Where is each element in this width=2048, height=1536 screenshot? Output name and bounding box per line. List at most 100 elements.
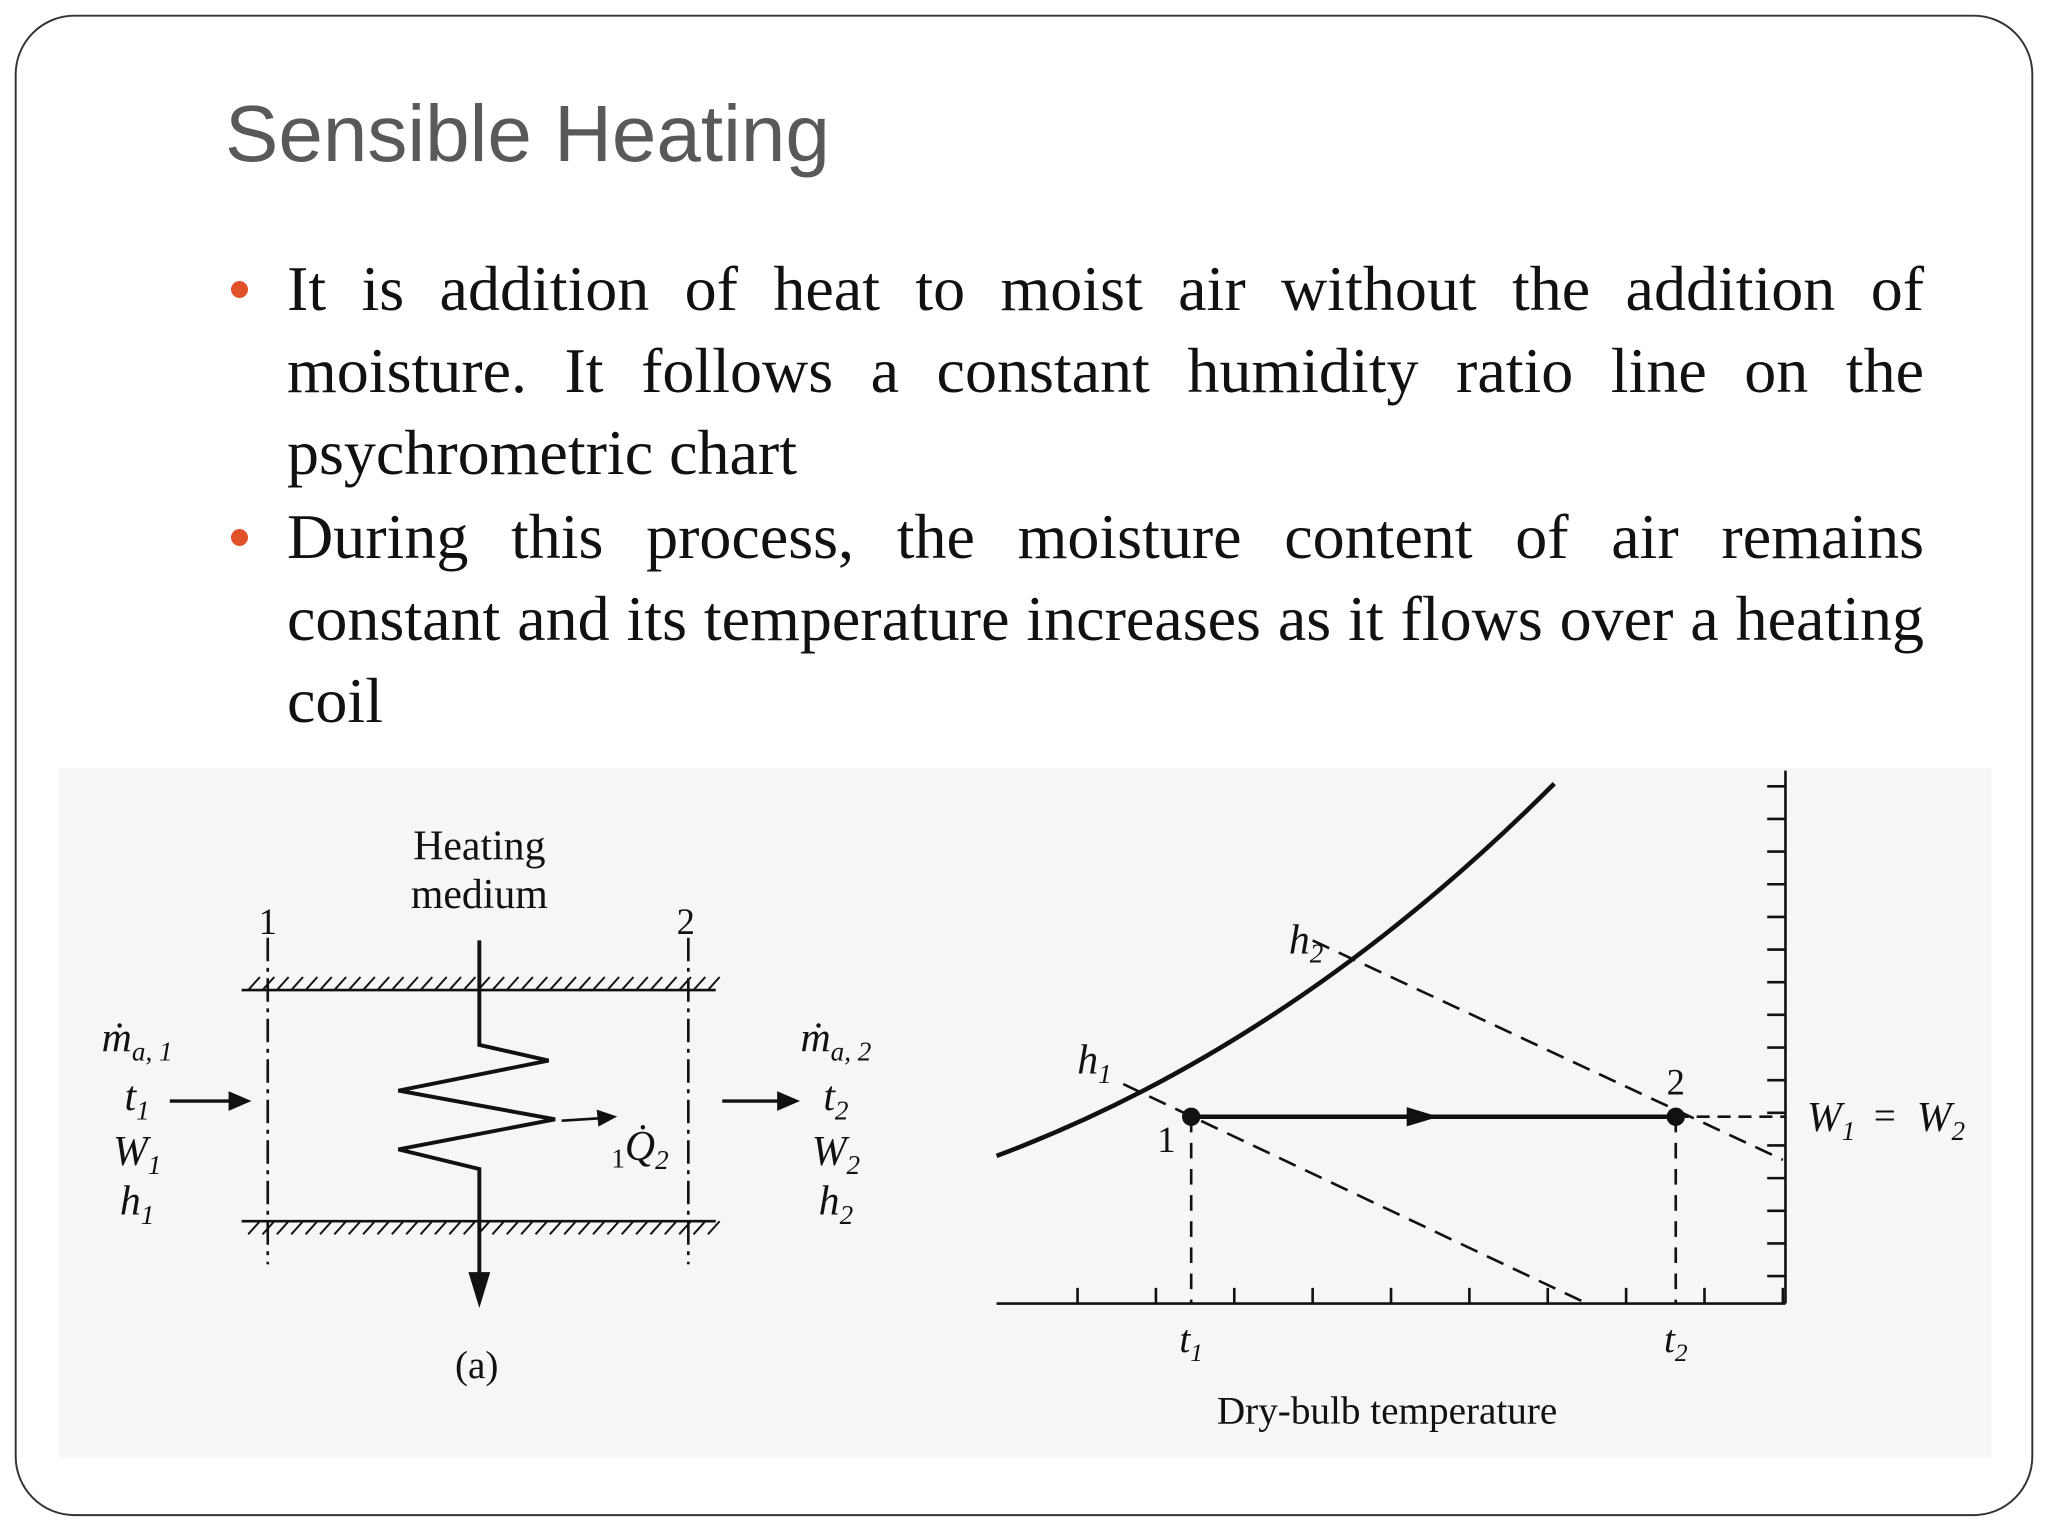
- hatch: [290, 1220, 304, 1235]
- hatch: [348, 1220, 362, 1235]
- symbol-base: W: [1917, 1095, 1955, 1141]
- slide-title: Sensible Heating: [225, 89, 830, 178]
- hatch: [261, 976, 276, 991]
- hatch: [649, 1220, 663, 1235]
- hatch: [419, 1220, 434, 1235]
- symbol-base: t: [125, 1074, 138, 1120]
- symbol-label: t1: [125, 1074, 150, 1125]
- figure-background: [58, 768, 1992, 1458]
- hatch: [592, 976, 606, 991]
- hatch: [276, 976, 290, 991]
- hatch: [376, 976, 390, 991]
- label: 1: [259, 901, 277, 942]
- hatch: [477, 1220, 491, 1235]
- hatch: [649, 976, 663, 991]
- hatch: [319, 976, 333, 991]
- symbol-subscript: 2: [840, 1200, 854, 1230]
- symbol-label: t2: [1664, 1318, 1688, 1367]
- symbol-base: t: [1179, 1318, 1191, 1361]
- hatch: [462, 1220, 477, 1235]
- symbol-base: t: [1664, 1318, 1676, 1361]
- bullet: During this process, the moisture conten…: [231, 496, 1924, 742]
- hatch: [692, 976, 707, 991]
- hatch: [261, 1220, 276, 1235]
- hatch: [276, 1220, 290, 1235]
- hatch: [549, 976, 563, 991]
- hatch: [304, 976, 319, 991]
- hatch: [419, 976, 434, 991]
- hatch: [620, 976, 635, 991]
- symbol-label: h2: [1289, 917, 1323, 968]
- hatch: [520, 976, 534, 991]
- diagram-b-lines: [995, 770, 1787, 1305]
- hatch: [362, 1220, 376, 1235]
- symbol-label: h2: [819, 1179, 853, 1230]
- symbol-subscript: 1: [141, 1200, 155, 1230]
- hatch: [333, 976, 347, 991]
- symbol-label: ṁa, 2: [800, 1015, 871, 1066]
- symbol-subscript: 2: [847, 1150, 861, 1180]
- label: 2: [1667, 1062, 1685, 1103]
- hatch: [692, 1220, 707, 1235]
- symbol-subscript: a, 2: [831, 1037, 872, 1067]
- hatch: [577, 1220, 592, 1235]
- symbol-subscript: 1: [136, 1095, 150, 1125]
- symbol-base: h: [1289, 917, 1310, 963]
- hatch: [563, 1220, 577, 1235]
- symbol-base: t: [823, 1074, 836, 1120]
- hatch: [477, 976, 491, 991]
- hatch: [678, 1220, 692, 1235]
- hatch: [448, 976, 462, 991]
- symbol-label: W1: [113, 1129, 161, 1180]
- hatch: [491, 1220, 505, 1235]
- symbol-subscript: a, 1: [132, 1037, 173, 1067]
- symbol-subscript: 1: [1098, 1059, 1112, 1089]
- symbol-label: ṁa, 1: [102, 1015, 173, 1066]
- symbol-base: h: [120, 1179, 141, 1225]
- symbol-base: W: [113, 1129, 151, 1175]
- hatch: [405, 1220, 419, 1235]
- symbol-subscript: 1: [1842, 1116, 1856, 1146]
- hatch: [391, 1220, 405, 1235]
- hatch: [664, 1220, 678, 1235]
- hatch: [434, 976, 448, 991]
- symbol-label: 1Q̇2: [611, 1124, 668, 1175]
- hatch: [577, 976, 592, 991]
- hatch: [520, 1220, 534, 1235]
- hatch: [491, 976, 505, 991]
- symbol-base: h: [1077, 1038, 1098, 1084]
- prefix-subscript: 1: [611, 1144, 625, 1174]
- hatch: [333, 1220, 347, 1235]
- symbol-base: ṁ: [102, 1015, 132, 1061]
- label: =: [1874, 1094, 1896, 1137]
- hatch: [635, 976, 649, 991]
- symbol-base: Q̇: [625, 1124, 655, 1170]
- label: 1: [1157, 1119, 1175, 1160]
- hatch: [462, 976, 477, 991]
- symbol-subscript: 1: [148, 1150, 162, 1180]
- hatch: [620, 1220, 635, 1235]
- symbol-subscript: 1: [1190, 1338, 1203, 1367]
- label: Dry-bulb temperature: [1217, 1390, 1557, 1433]
- hatch: [707, 1220, 721, 1235]
- hatch: [506, 976, 520, 991]
- hatch: [534, 976, 548, 991]
- symbol-base: W: [1807, 1095, 1845, 1141]
- hatch: [592, 1220, 606, 1235]
- hatch: [664, 976, 678, 991]
- symbol-subscript: 2: [655, 1145, 669, 1175]
- hatch: [348, 976, 362, 991]
- hatch: [606, 1220, 620, 1235]
- hatch: [376, 1220, 390, 1235]
- hatch: [606, 976, 620, 991]
- hatch: [534, 1220, 548, 1235]
- label: medium: [411, 872, 548, 918]
- symbol-label: t1: [1179, 1318, 1203, 1367]
- symbol-base: h: [819, 1179, 840, 1225]
- hatch: [247, 976, 261, 991]
- symbol-base: W: [812, 1129, 850, 1175]
- hatch: [707, 976, 721, 991]
- bullet-list: It is addition of heat to moist air with…: [231, 248, 1924, 744]
